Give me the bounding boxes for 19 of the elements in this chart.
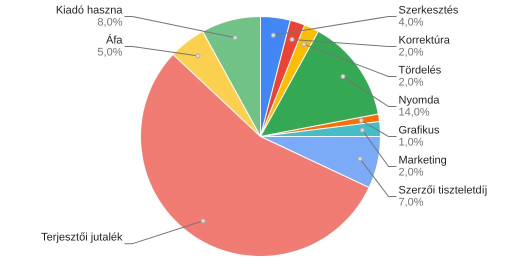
data-label: 2,0% bbox=[398, 46, 424, 58]
slice-label: Szerzői tiszteletdíj bbox=[398, 184, 488, 196]
data-label: 7,0% bbox=[398, 196, 424, 208]
slice-label: Áfa bbox=[106, 34, 124, 46]
slice-label: Grafikus bbox=[398, 124, 440, 136]
slice-label: Nyomda bbox=[398, 94, 440, 106]
slice-label: Szerkesztés bbox=[398, 4, 459, 16]
data-label: 1,0% bbox=[398, 136, 424, 148]
slice-label: Terjesztői jutalék bbox=[41, 232, 123, 244]
slice-label: Korrektúra bbox=[398, 34, 451, 46]
slice-label: Kiadó haszna bbox=[56, 4, 124, 16]
data-label: 2,0% bbox=[398, 76, 424, 88]
data-label: 14,0% bbox=[398, 106, 430, 118]
data-label: 2,0% bbox=[398, 166, 424, 178]
slice-label: Tördelés bbox=[398, 64, 442, 76]
data-label: 8,0% bbox=[97, 16, 123, 28]
slice-label: Marketing bbox=[398, 154, 447, 166]
data-label: 4,0% bbox=[398, 16, 424, 28]
data-label: 5,0% bbox=[97, 46, 123, 58]
